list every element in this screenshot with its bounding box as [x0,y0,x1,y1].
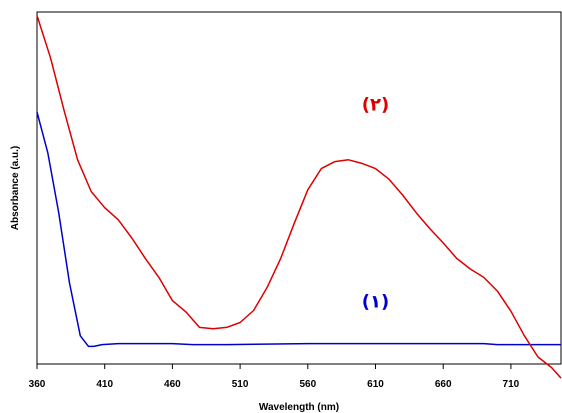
x-tick-label: 510 [232,379,249,390]
x-tick-label: 710 [503,379,520,390]
series-layer [36,15,562,379]
x-tick-label: 610 [367,379,384,390]
x-tick-label: 660 [435,379,452,390]
x-axis-title: Wavelength (nm) [259,402,339,413]
plot-frame [36,11,562,365]
annotations-layer: (۲) (۱) [362,95,389,313]
x-tick-label: 560 [299,379,316,390]
x-tick-label: 460 [164,379,181,390]
x-tick-label: 410 [96,379,113,390]
y-axis-title: Absorbance (a.u.) [10,146,21,230]
series-annotation-2: (۱) [362,292,389,313]
series-line-2 [36,15,562,379]
x-tick-label: 360 [29,379,46,390]
series-line-1 [36,111,561,348]
x-axis-ticks: 360 410 460 510 560 610 660 710 [29,364,520,390]
series-annotation-1: (۲) [362,95,389,116]
